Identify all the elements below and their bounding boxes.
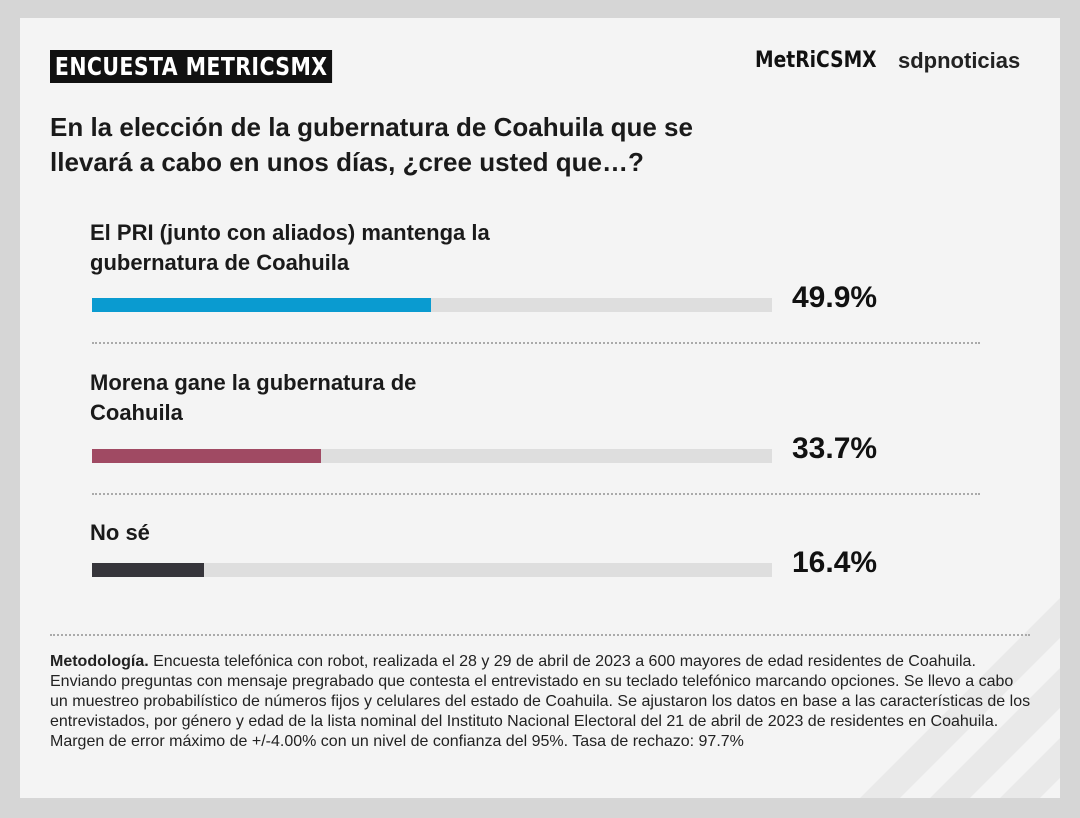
value-label: 33.7% bbox=[792, 432, 878, 465]
separator bbox=[92, 342, 980, 344]
methodology: Metodología. Encuesta telefónica con rob… bbox=[50, 652, 1035, 752]
bar-track bbox=[92, 563, 772, 577]
note-text: Encuesta telefónica con robot, realizada… bbox=[50, 653, 1031, 750]
category-label: El PRI (junto con aliados) mantenga la g… bbox=[90, 220, 490, 275]
category-label: No sé bbox=[90, 520, 150, 545]
badge: ENCUESTA METRICSMX bbox=[50, 50, 333, 83]
logo: MetRiCSMX bbox=[755, 48, 877, 73]
bar bbox=[92, 298, 432, 312]
value-label: 16.4% bbox=[792, 546, 878, 579]
category-label: Morena gane la gubernatura de Coahuila bbox=[90, 370, 417, 425]
logo: sdpnoticias bbox=[898, 48, 1021, 73]
separator bbox=[50, 634, 1030, 636]
bar-track bbox=[92, 298, 772, 312]
bar-track bbox=[92, 449, 772, 463]
bar bbox=[92, 449, 322, 463]
decoration bbox=[860, 598, 1060, 798]
card: ENCUESTA METRICSMX MetRiCSMX sdpnoticias… bbox=[20, 18, 1060, 798]
bar bbox=[92, 563, 204, 577]
value-label: 49.9% bbox=[792, 281, 878, 314]
note-label: Metodología. bbox=[50, 653, 149, 670]
chart-title: En la elección de la gubernatura de Coah… bbox=[50, 112, 693, 177]
separator bbox=[92, 493, 980, 495]
